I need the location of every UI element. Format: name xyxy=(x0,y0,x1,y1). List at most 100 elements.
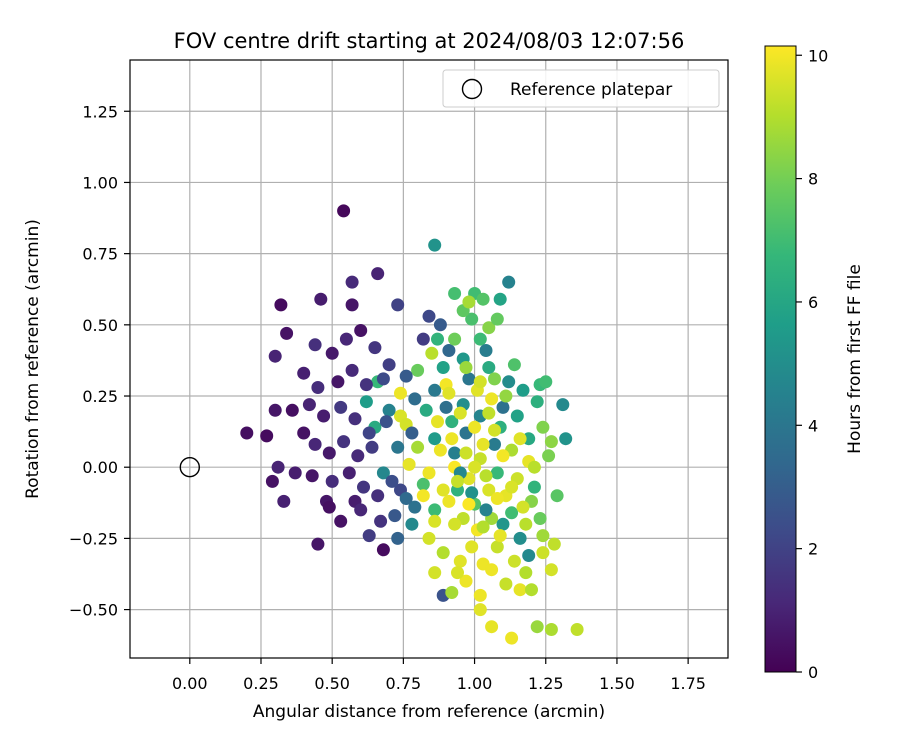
scatter-point xyxy=(530,395,544,409)
scatter-point xyxy=(428,503,442,517)
scatter-point xyxy=(436,483,450,497)
scatter-point xyxy=(277,494,291,508)
scatter-point xyxy=(422,531,436,545)
y-tick-label: −0.50 xyxy=(69,601,118,620)
scatter-point xyxy=(345,298,359,312)
scatter-point xyxy=(379,415,393,429)
scatter-point xyxy=(465,486,479,500)
scatter-point xyxy=(408,392,422,406)
colorbar-tick-label: 4 xyxy=(808,416,818,435)
y-tick-label: 0.75 xyxy=(82,245,118,264)
scatter-point xyxy=(451,474,464,488)
scatter-point xyxy=(473,588,487,602)
y-tick-label: 0.50 xyxy=(82,316,118,335)
scatter-point xyxy=(527,480,541,494)
scatter-point xyxy=(431,332,444,346)
scatter-point xyxy=(459,361,473,374)
scatter-point xyxy=(376,543,390,557)
scatter-point xyxy=(499,389,513,403)
scatter-point xyxy=(462,497,476,511)
scatter-point xyxy=(448,287,462,300)
scatter-point xyxy=(322,446,336,460)
scatter-point xyxy=(445,586,459,599)
scatter-point xyxy=(371,267,385,281)
scatter-point xyxy=(442,494,456,508)
scatter-point xyxy=(476,520,490,534)
scatter-point xyxy=(519,517,533,531)
scatter-point xyxy=(325,346,339,360)
colorbar-tick-label: 6 xyxy=(808,293,818,312)
scatter-point xyxy=(479,344,493,357)
scatter-point xyxy=(280,326,294,340)
scatter-point xyxy=(496,449,510,463)
scatter-point xyxy=(311,537,325,551)
y-tick-label: −0.25 xyxy=(69,529,118,548)
scatter-point xyxy=(365,440,379,454)
y-tick-label: 1.25 xyxy=(82,102,118,121)
scatter-point xyxy=(334,400,348,414)
y-axis-label: Rotation from reference (arcmin) xyxy=(23,219,43,499)
scatter-point xyxy=(337,435,351,449)
scatter-point xyxy=(422,309,436,323)
reference-platepar-marker xyxy=(179,457,201,478)
scatter-point xyxy=(357,480,370,494)
colorbar-tick-label: 8 xyxy=(808,170,818,189)
colorbar-tick-label: 10 xyxy=(808,46,828,65)
scatter-point xyxy=(550,489,564,503)
scatter-point xyxy=(522,549,536,562)
scatter-point xyxy=(516,500,530,514)
scatter-point xyxy=(445,415,459,429)
scatter-point xyxy=(502,375,516,389)
scatter-point xyxy=(331,375,345,389)
scatter-point xyxy=(473,603,487,617)
scatter-point xyxy=(542,449,556,463)
scatter-point xyxy=(453,406,467,420)
scatter-point xyxy=(459,574,473,588)
scatter-point xyxy=(479,503,493,517)
scatter-point xyxy=(311,381,325,394)
scatter-point xyxy=(547,537,561,551)
scatter-point xyxy=(527,460,541,474)
legend-reference-label: Reference platepar xyxy=(510,80,672,100)
scatter-point xyxy=(391,298,405,312)
scatter-point xyxy=(422,466,436,480)
scatter-point xyxy=(308,437,322,451)
scatter-point xyxy=(513,583,527,597)
legend-frame xyxy=(442,69,720,108)
scatter-point xyxy=(525,583,538,597)
scatter-point xyxy=(408,500,422,514)
scatter-point xyxy=(433,443,447,457)
scatter-point xyxy=(536,546,550,560)
chart-title: FOV centre drift starting at 2024/08/03 … xyxy=(174,29,685,53)
scatter-point xyxy=(485,563,499,577)
scatter-point xyxy=(416,332,430,346)
scatter-point xyxy=(394,386,407,400)
scatter-point xyxy=(362,529,376,543)
scatter-point xyxy=(371,489,385,503)
scatter-point xyxy=(436,546,450,560)
x-tick-label: 0.75 xyxy=(386,674,422,693)
scatter-points xyxy=(240,204,584,645)
scatter-point xyxy=(334,514,348,528)
scatter-point xyxy=(505,506,519,520)
scatter-point xyxy=(348,412,362,426)
x-tick-label: 1.00 xyxy=(457,674,493,693)
scatter-point xyxy=(490,492,504,505)
scatter-point xyxy=(337,204,351,218)
scatter-point xyxy=(391,531,405,545)
scatter-point xyxy=(499,577,513,591)
scatter-point xyxy=(530,620,544,634)
scatter-point xyxy=(490,540,504,554)
scatter-point xyxy=(536,529,550,543)
scatter-point xyxy=(505,631,519,645)
scatter-point xyxy=(488,372,501,386)
scatter-point xyxy=(374,514,388,528)
scatter-point xyxy=(425,346,439,360)
scatter-point xyxy=(473,332,487,346)
scatter-point xyxy=(359,395,373,409)
scatter-point xyxy=(376,466,390,480)
scatter-point xyxy=(559,432,573,446)
scatter-point xyxy=(342,466,356,480)
scatter-point xyxy=(405,426,419,440)
